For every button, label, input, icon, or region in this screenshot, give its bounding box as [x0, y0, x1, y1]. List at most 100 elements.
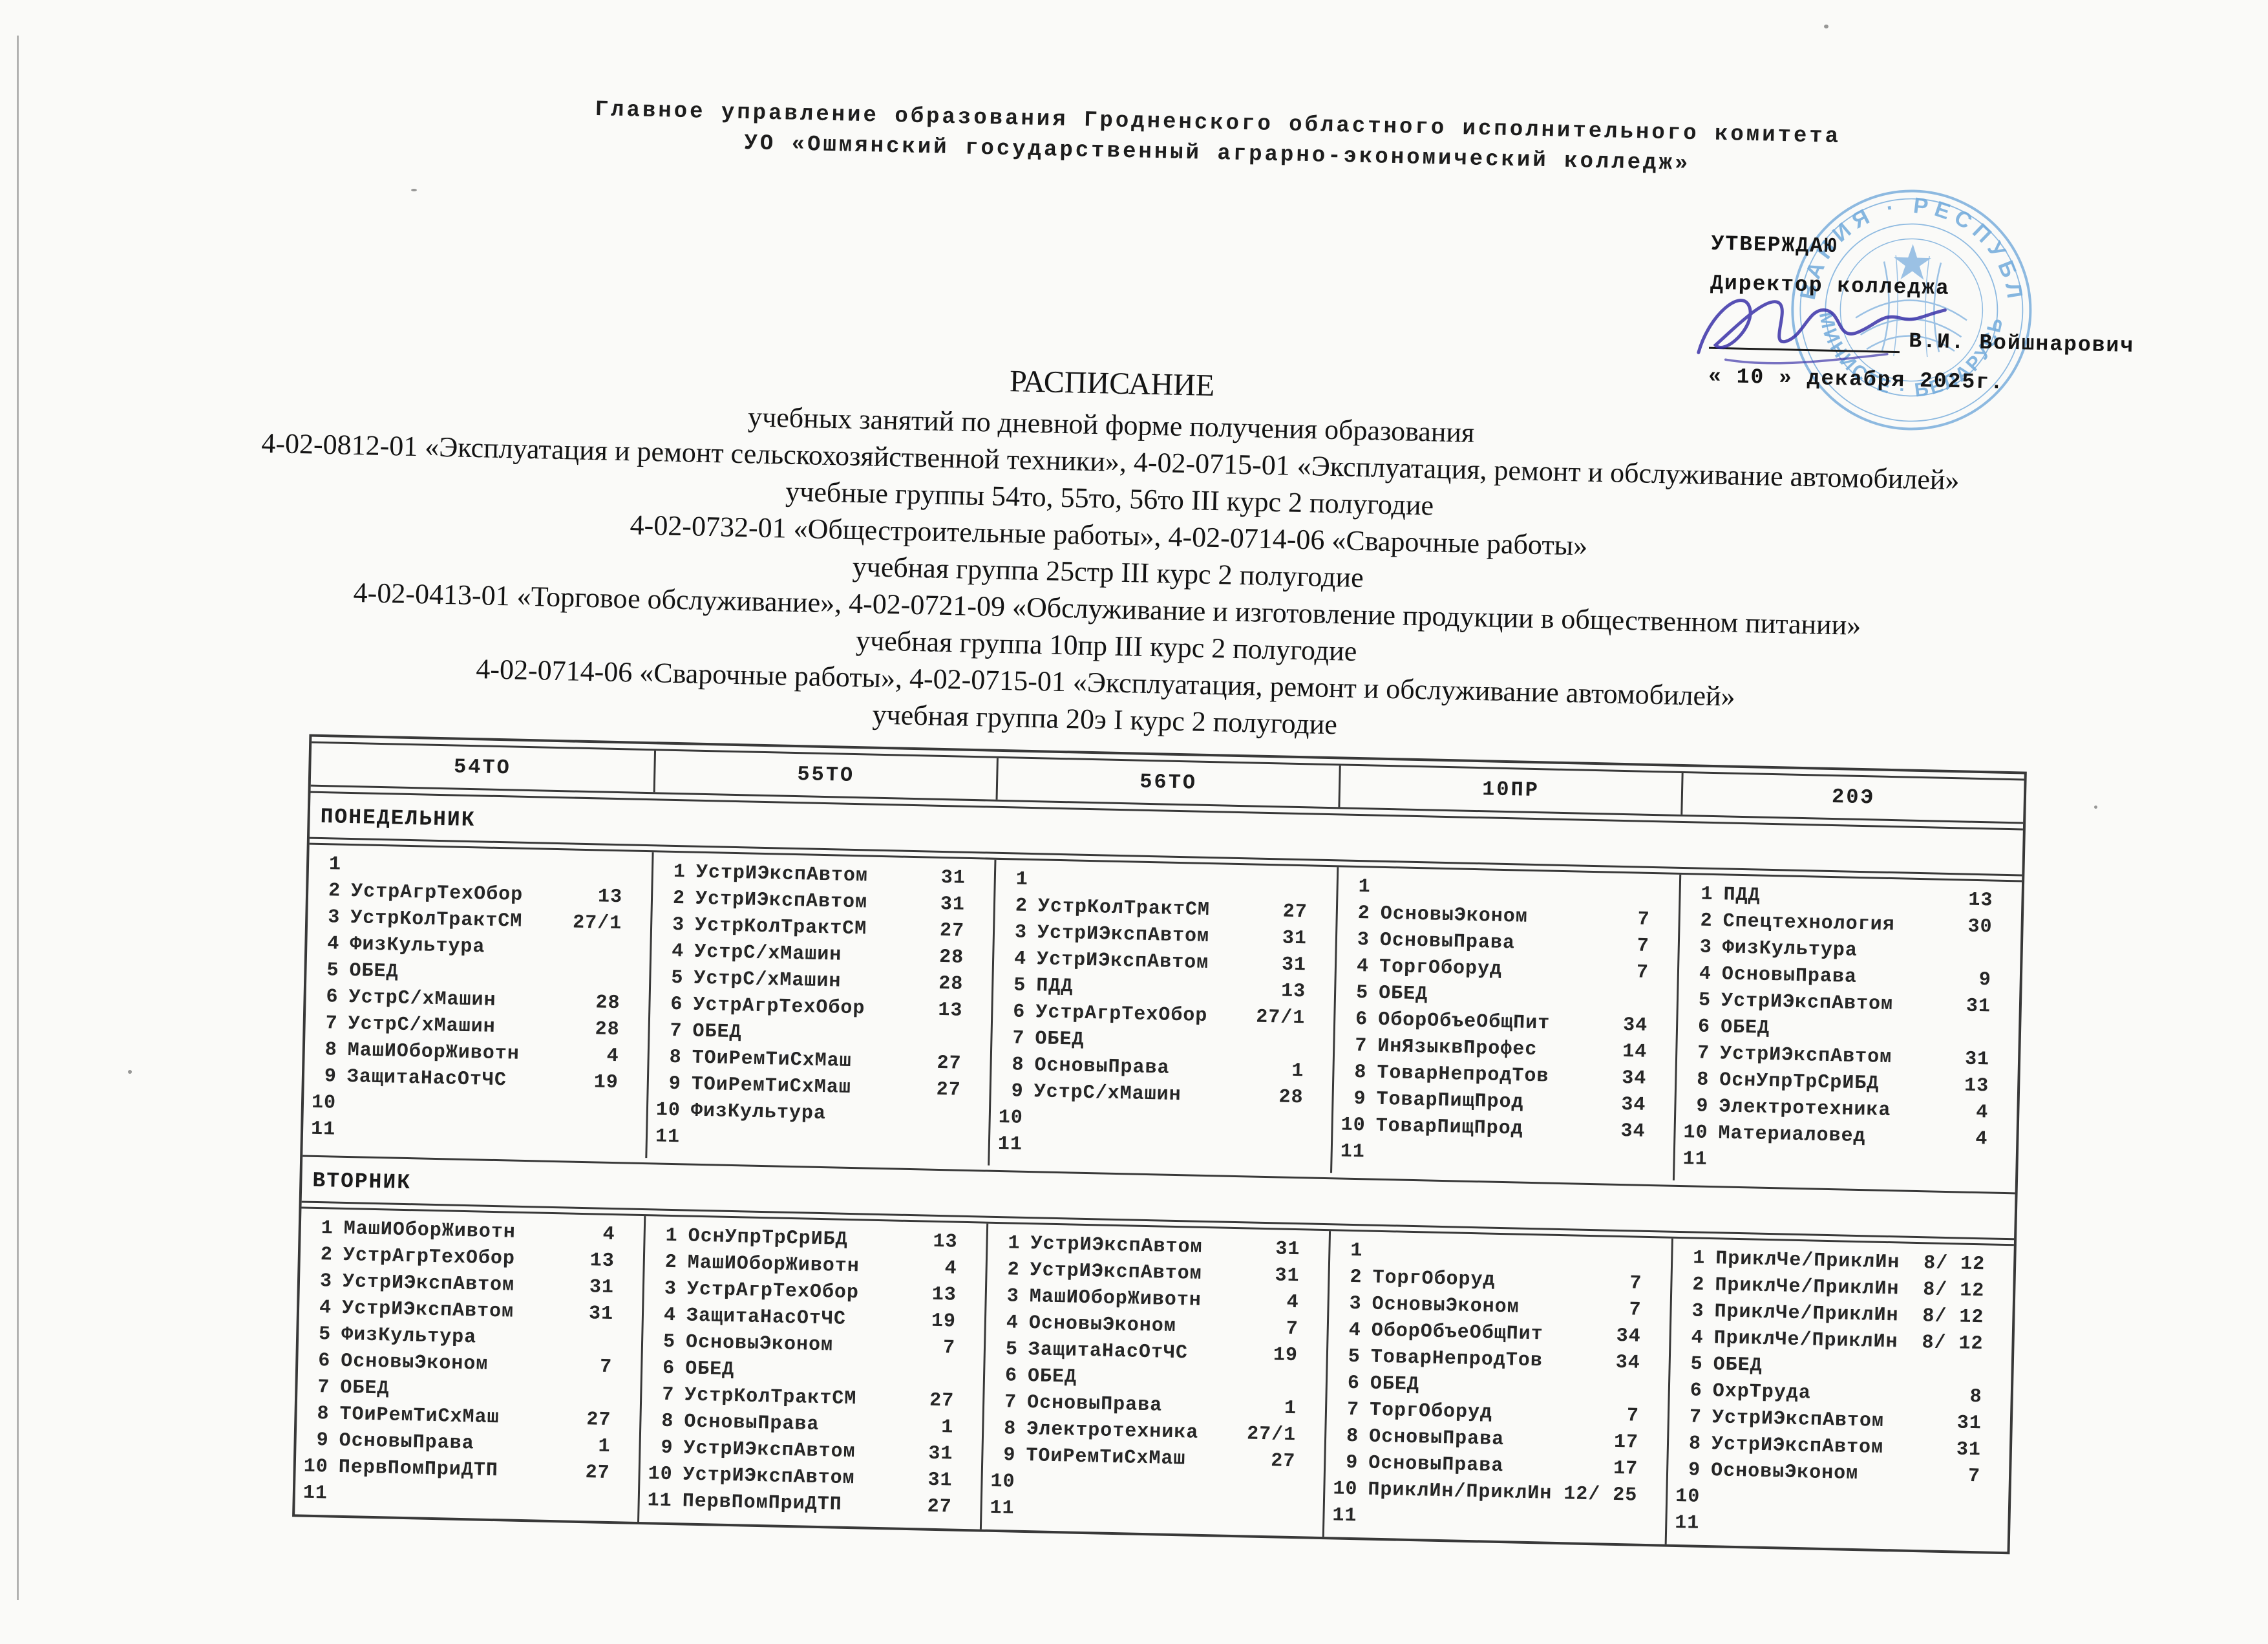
lesson-room: 1 — [598, 1435, 611, 1458]
lesson-room: 8/ 12 — [1923, 1252, 1986, 1276]
lesson-room: 4 — [606, 1045, 620, 1068]
group-column: 1 ПриклЧе/ПриклИн 8/ 12 2 ПриклЧе/ПриклИн 8/ … — [1664, 1238, 2014, 1552]
lesson-number: 5 — [1690, 1353, 1704, 1376]
stamp-text-ring — [1825, 223, 1998, 397]
lesson-room — [575, 857, 652, 886]
lesson-number: 10 — [1332, 1478, 1358, 1501]
lesson-number: 7 — [1354, 1034, 1368, 1058]
lesson-room — [561, 1486, 638, 1514]
lesson-room: 9 — [1978, 969, 1992, 992]
lesson-number: 2 — [328, 880, 341, 902]
lesson-number: 3 — [664, 1277, 677, 1301]
lesson-room: 31 — [940, 893, 966, 916]
lesson-number: 8 — [661, 1410, 674, 1433]
lesson-room: 34 — [1616, 1325, 1641, 1348]
lesson-room: 8/ 12 — [1922, 1305, 1984, 1329]
lesson-number: 9 — [1011, 1080, 1024, 1103]
lesson-room: 31 — [928, 1442, 953, 1466]
lesson-room — [1931, 1516, 2008, 1544]
lesson-room: 14 — [1622, 1041, 1648, 1063]
lesson-number: 10 — [303, 1455, 329, 1479]
lesson-room: 8/ 12 — [1922, 1279, 1985, 1303]
lesson-number: 4 — [327, 933, 340, 955]
day-grid: 1 МашИОборЖивотн 4 2 УстрАгрТехОбор 13 3 УстрИЭ… — [295, 1206, 2014, 1552]
lesson-subject: ПриклЧе/ПриклИн — [1713, 1327, 1898, 1354]
lesson-room — [911, 1129, 988, 1158]
group-header: 55ТО — [653, 751, 997, 800]
lesson-number: 4 — [1356, 955, 1370, 978]
lesson-number: 3 — [1014, 921, 1028, 944]
lesson-number: 1 — [328, 853, 342, 876]
lesson-room — [569, 1122, 646, 1151]
lesson-room: 7 — [599, 1356, 613, 1379]
lesson-number: 7 — [1004, 1391, 1017, 1414]
lesson-room: 27 — [1270, 1450, 1296, 1473]
lesson-room: 31 — [1282, 927, 1308, 950]
lesson-number: 6 — [662, 1357, 675, 1380]
lesson-number: 8 — [317, 1403, 330, 1425]
lesson-number: 11 — [655, 1126, 681, 1149]
lesson-room: 4 — [602, 1223, 616, 1246]
lesson-number: 2 — [1692, 1274, 1705, 1296]
group-column: 1 2 УстрАгрТехОбор 13 3 УстрКолТрактСМ 27/1 4 Фи… — [302, 845, 652, 1158]
group-column: 1 2 УстрКолТрактСМ 27 3 УстрИЭкспАвтом 31 4 Устр… — [988, 859, 1337, 1173]
lesson-number: 6 — [1347, 1372, 1361, 1395]
lesson-number: 4 — [663, 1304, 677, 1327]
lesson-number: 4 — [1006, 1312, 1019, 1334]
lesson-number: 4 — [1699, 963, 1712, 985]
lesson-room: 7 — [1286, 1318, 1299, 1341]
lesson-room: 31 — [1956, 1438, 1982, 1462]
lesson-room: 4 — [1286, 1291, 1300, 1314]
lesson-number: 8 — [1696, 1069, 1710, 1091]
lesson-subject — [1024, 1496, 1247, 1527]
lesson-number: 11 — [990, 1497, 1015, 1520]
lesson-number: 5 — [318, 1323, 332, 1346]
lesson-number: 8 — [1346, 1425, 1359, 1448]
lesson-room — [1256, 1031, 1333, 1060]
scan-speck — [2094, 806, 2097, 809]
lesson-room: 34 — [1615, 1351, 1641, 1374]
group-header: 56ТО — [995, 758, 1339, 807]
lesson-number: 9 — [1003, 1444, 1016, 1467]
stamp-emblem-ring — [1839, 238, 1984, 382]
lesson-subject — [1032, 1132, 1255, 1163]
lesson-number: 9 — [316, 1429, 330, 1452]
lesson-room — [914, 1023, 991, 1052]
lesson-room: 27 — [1282, 901, 1308, 924]
lesson-room: 13 — [931, 1283, 957, 1307]
lesson-room — [1602, 879, 1679, 908]
lesson-room — [1260, 872, 1337, 901]
lesson-room: 4 — [944, 1257, 958, 1280]
lesson-room: 28 — [938, 972, 964, 996]
lesson-number: 9 — [661, 1436, 673, 1460]
group-header: 20Э — [1680, 773, 2024, 822]
lesson-room — [564, 1380, 641, 1408]
lesson-room: 13 — [1968, 889, 1993, 912]
lesson-room: 31 — [588, 1303, 614, 1326]
lesson-room: 13 — [597, 886, 623, 909]
lesson-number: 9 — [1353, 1087, 1366, 1111]
lesson-room — [565, 1327, 642, 1355]
lesson-number: 7 — [325, 1012, 339, 1035]
lesson-number: 3 — [1006, 1285, 1020, 1308]
approval-heading: УТВЕРЖДАЮ — [1711, 231, 1839, 259]
lesson-number: 6 — [1690, 1380, 1703, 1402]
scan-speck — [1824, 25, 1828, 28]
lesson-number: 1 — [1692, 1247, 1706, 1270]
lesson-room: 13 — [1280, 980, 1306, 1003]
lesson-room — [1932, 1489, 2009, 1518]
lesson-number: 1 — [1358, 876, 1372, 899]
lesson-room: 13 — [933, 1230, 958, 1254]
lesson-subject — [346, 1117, 570, 1149]
lesson-number: 7 — [1346, 1398, 1360, 1422]
lesson-room: 28 — [938, 946, 964, 969]
lesson-number: 6 — [326, 986, 339, 1009]
lesson-number: 8 — [669, 1046, 683, 1069]
lesson-subject — [1710, 1511, 1932, 1542]
lesson-room: 34 — [1622, 1014, 1648, 1037]
approval-block: УТВЕРЖДАЮ Директор колледжа В.И. Войшнар… — [1697, 231, 2137, 398]
lesson-room — [1589, 1508, 1666, 1537]
lesson-room: 1 — [940, 1416, 954, 1439]
group-column: 1 МашИОборЖивотн 4 2 УстрАгрТехОбор 13 3 УстрИЭ… — [295, 1208, 644, 1521]
